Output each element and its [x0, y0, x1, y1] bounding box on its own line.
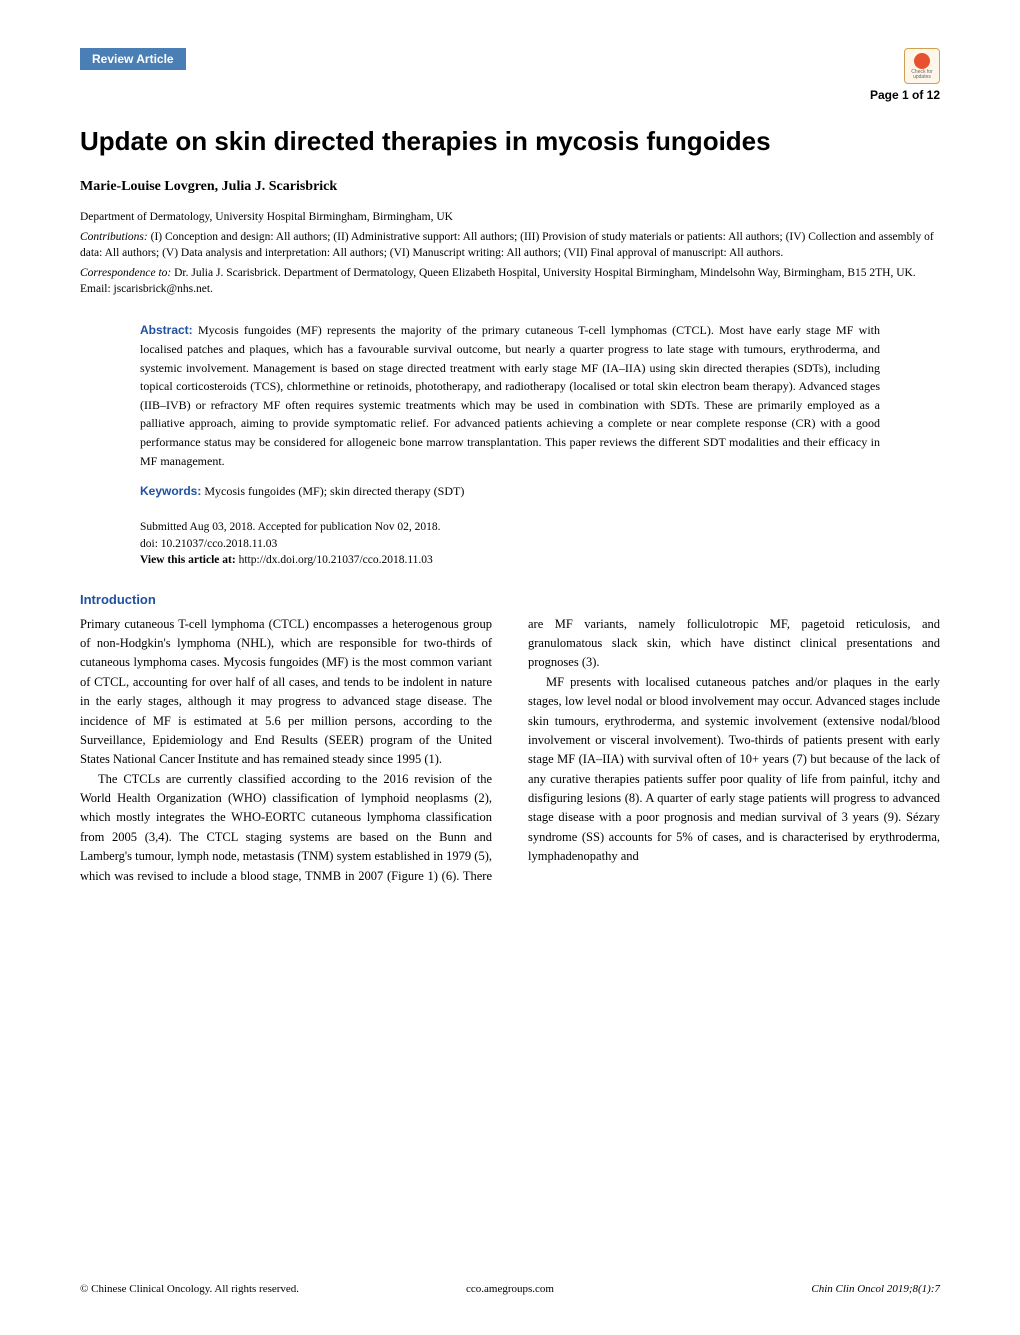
view-article-label: View this article at: — [140, 554, 236, 566]
keywords-text: Mycosis fungoides (MF); skin directed th… — [201, 484, 464, 498]
intro-para-3: MF presents with localised cutaneous pat… — [528, 673, 940, 867]
view-article: View this article at: http://dx.doi.org/… — [140, 554, 880, 566]
article-type-badge: Review Article — [80, 48, 186, 70]
abstract-text: Mycosis fungoides (MF) represents the ma… — [140, 323, 880, 467]
doi: doi: 10.21037/cco.2018.11.03 — [140, 536, 880, 553]
abstract-label: Abstract: — [140, 323, 193, 337]
footer-url[interactable]: cco.amegroups.com — [466, 1283, 554, 1295]
correspondence-label: Correspondence to: — [80, 267, 171, 279]
contributions-text: (I) Conception and design: All authors; … — [80, 231, 934, 259]
keywords-label: Keywords: — [140, 484, 201, 498]
abstract: Abstract: Mycosis fungoides (MF) represe… — [140, 321, 880, 470]
submitted-date: Submitted Aug 03, 2018. Accepted for pub… — [140, 519, 880, 536]
author-list: Marie-Louise Lovgren, Julia J. Scarisbri… — [80, 179, 940, 195]
crossmark-icon — [914, 53, 930, 69]
intro-body: Primary cutaneous T-cell lymphoma (CTCL)… — [80, 615, 940, 886]
article-title: Update on skin directed therapies in myc… — [80, 126, 940, 157]
view-article-url[interactable]: http://dx.doi.org/10.21037/cco.2018.11.0… — [236, 554, 433, 566]
check-updates-icon[interactable]: Check for updates — [904, 48, 940, 84]
affiliation: Department of Dermatology, University Ho… — [80, 209, 940, 225]
intro-para-1: Primary cutaneous T-cell lymphoma (CTCL)… — [80, 615, 492, 770]
abstract-block: Abstract: Mycosis fungoides (MF) represe… — [80, 321, 940, 565]
page-number: Page 1 of 12 — [870, 88, 940, 102]
correspondence-text: Dr. Julia J. Scarisbrick. Department of … — [80, 267, 916, 295]
citation: Chin Clin Oncol 2019;8(1):7 — [811, 1283, 940, 1295]
intro-heading: Introduction — [80, 592, 940, 607]
check-updates-label: Check for updates — [905, 70, 939, 80]
copyright: © Chinese Clinical Oncology. All rights … — [80, 1283, 299, 1295]
keywords: Keywords: Mycosis fungoides (MF); skin d… — [140, 484, 880, 499]
header-row: Review Article Check for updates Page 1 … — [80, 48, 940, 102]
contributions: Contributions: (I) Conception and design… — [80, 229, 940, 261]
footer: © Chinese Clinical Oncology. All rights … — [80, 1273, 940, 1295]
correspondence: Correspondence to: Dr. Julia J. Scarisbr… — [80, 265, 940, 297]
contributions-label: Contributions: — [80, 231, 148, 243]
header-right: Check for updates Page 1 of 12 — [870, 48, 940, 102]
